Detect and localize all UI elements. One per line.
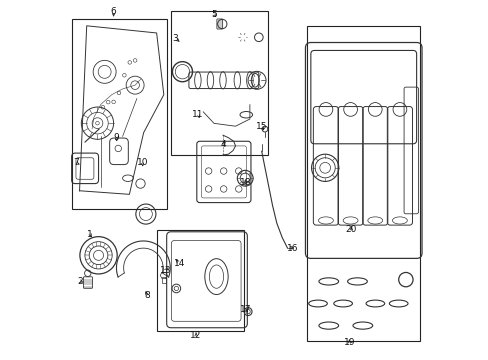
Text: 12: 12 [190, 332, 202, 341]
Bar [171, 12, 267, 155]
Text: 16: 16 [286, 244, 298, 253]
Text: 2: 2 [77, 276, 83, 285]
Text: 7: 7 [73, 158, 79, 167]
Text: 14: 14 [173, 259, 184, 268]
Text: 10: 10 [136, 158, 148, 167]
Text: 19: 19 [343, 338, 354, 347]
Text: 18: 18 [239, 178, 250, 187]
Text: 13: 13 [160, 266, 171, 275]
Text: 11: 11 [192, 110, 203, 119]
Bar [72, 19, 167, 209]
Text: 17: 17 [239, 305, 250, 314]
Text: 4: 4 [220, 140, 225, 149]
Text: 15: 15 [255, 122, 267, 131]
Text: 1: 1 [87, 230, 93, 239]
Text: 6: 6 [110, 7, 116, 16]
Text: 5: 5 [211, 10, 217, 19]
Text: 3: 3 [172, 34, 178, 43]
Text: 20: 20 [345, 225, 356, 234]
Text: 8: 8 [144, 291, 149, 300]
Bar [162, 277, 165, 283]
Text: 9: 9 [113, 133, 119, 142]
Bar [306, 26, 419, 341]
Bar [156, 230, 244, 330]
